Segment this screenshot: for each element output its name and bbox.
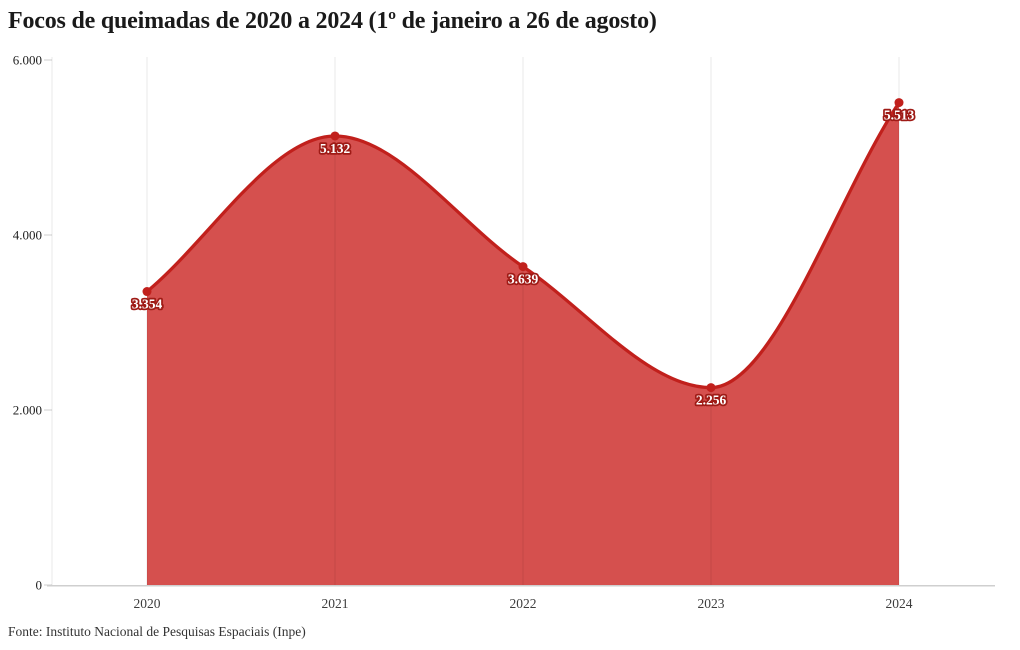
value-label: 3.639 [508,272,539,287]
value-label: 5.513 [884,108,915,123]
y-axis-label: 0 [36,578,43,593]
data-point-dot [894,98,904,108]
x-axis-label: 2022 [510,596,537,611]
value-label: 2.256 [696,393,727,408]
x-axis-label: 2020 [134,596,161,611]
y-axis-label: 4.000 [13,228,42,243]
source-note: Fonte: Instituto Nacional de Pesquisas E… [8,624,306,639]
data-point-dot [142,287,152,297]
chart-title: Focos de queimadas de 2020 a 2024 (1º de… [8,8,657,34]
x-axis-label: 2024 [886,596,913,611]
data-point-dot [518,262,528,272]
data-point-dot [706,383,716,393]
y-axis-label: 6.000 [13,53,42,68]
trend-line [145,100,901,390]
area-fill [147,102,899,586]
x-axis-label: 2023 [698,596,725,611]
value-label: 3.354 [132,297,163,312]
y-axis-label: 2.000 [13,403,42,418]
data-point-dot [330,131,340,141]
x-axis-label: 2021 [322,596,349,611]
value-label: 5.132 [320,141,351,156]
